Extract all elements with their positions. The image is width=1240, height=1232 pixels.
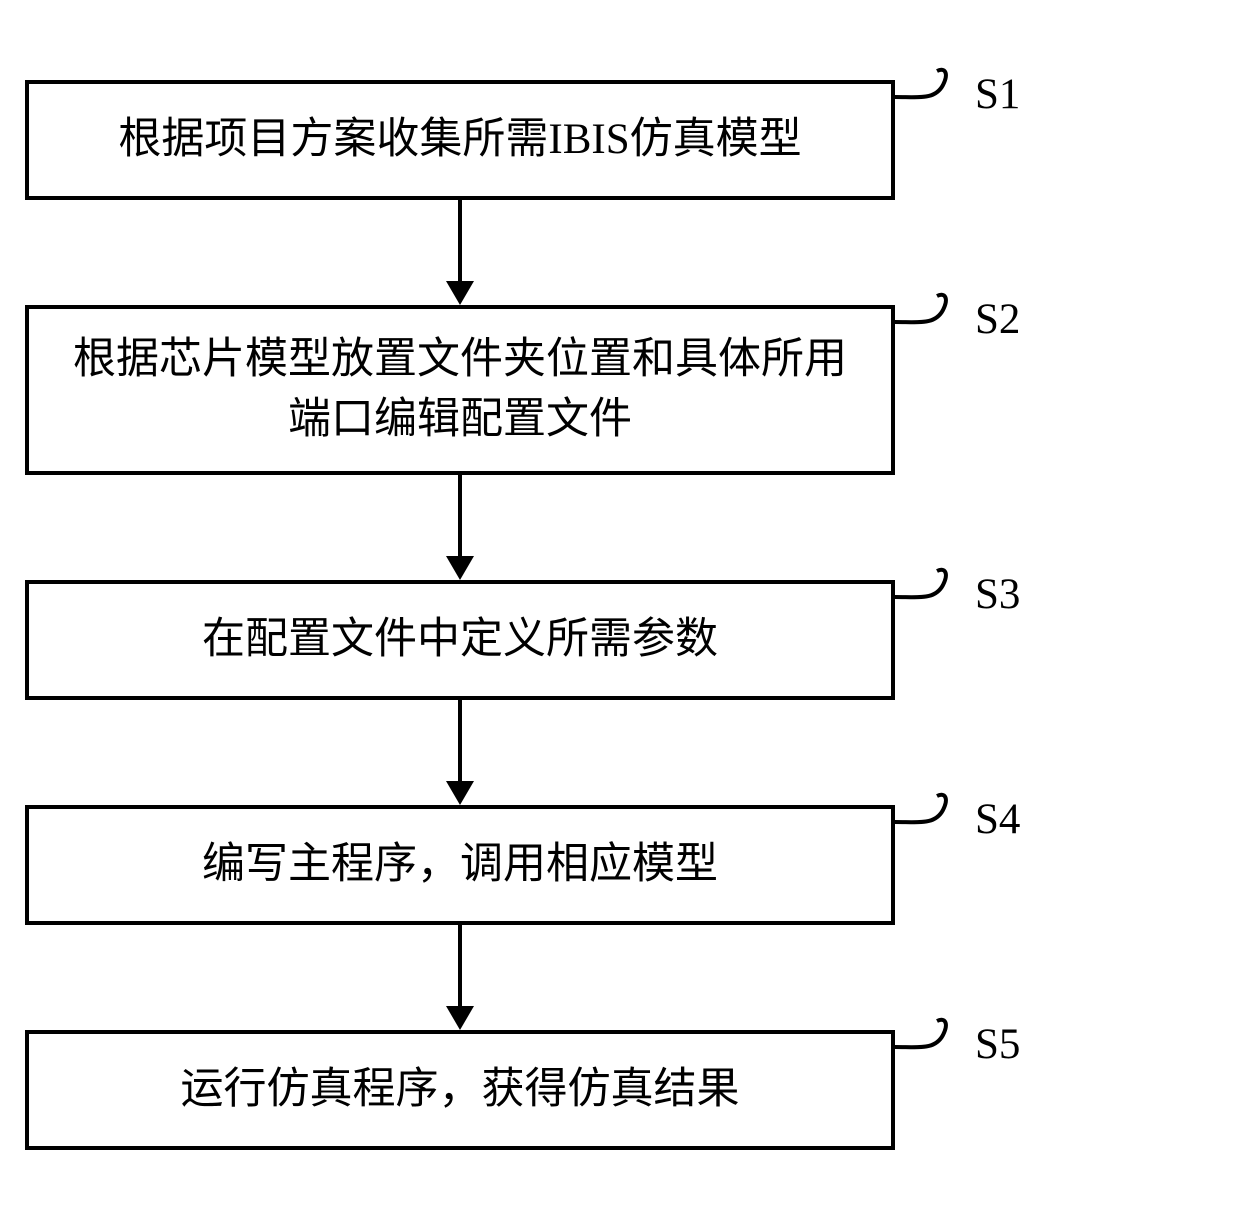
connector-s3 — [895, 565, 975, 635]
connector-s2 — [895, 290, 975, 360]
connector-s4 — [895, 790, 975, 860]
step-text-s5: 运行仿真程序，获得仿真结果 — [181, 1060, 740, 1120]
step-box-s5: 运行仿真程序，获得仿真结果 — [25, 1030, 895, 1150]
step-box-s1: 根据项目方案收集所需IBIS仿真模型 — [25, 80, 895, 200]
step-text-s4: 编写主程序，调用相应模型 — [202, 835, 718, 895]
step-label-s4: S4 — [975, 795, 1020, 844]
step-text-s1: 根据项目方案收集所需IBIS仿真模型 — [118, 110, 801, 170]
step-label-s2: S2 — [975, 295, 1020, 344]
step-label-s1: S1 — [975, 70, 1020, 119]
step-label-s3: S3 — [975, 570, 1020, 619]
step-text-s2: 根据芯片模型放置文件夹位置和具体所用端口编辑配置文件 — [59, 330, 861, 450]
step-box-s3: 在配置文件中定义所需参数 — [25, 580, 895, 700]
connector-s1 — [895, 65, 975, 135]
step-text-s3: 在配置文件中定义所需参数 — [202, 610, 718, 670]
connector-s5 — [895, 1015, 975, 1085]
step-label-s5: S5 — [975, 1020, 1020, 1069]
flowchart-container: 根据项目方案收集所需IBIS仿真模型 S1 根据芯片模型放置文件夹位置和具体所用… — [0, 40, 1240, 1232]
step-box-s4: 编写主程序，调用相应模型 — [25, 805, 895, 925]
step-box-s2: 根据芯片模型放置文件夹位置和具体所用端口编辑配置文件 — [25, 305, 895, 475]
